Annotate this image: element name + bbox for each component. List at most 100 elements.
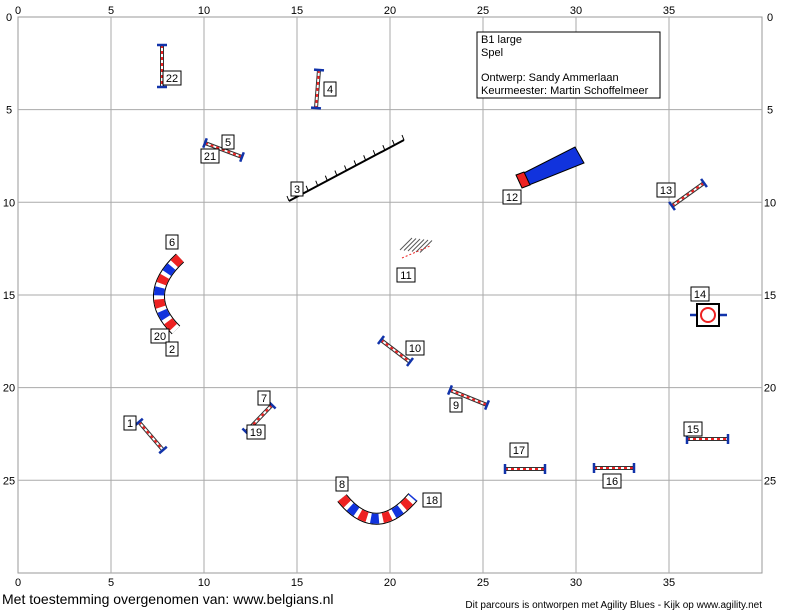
info-judge: Keurmeester: Martin Schoffelmeer bbox=[481, 85, 649, 97]
x-tick-label-bottom: 0 bbox=[15, 577, 21, 589]
info-design: Ontwerp: Sandy Ammerlaan bbox=[481, 72, 619, 84]
obstacle-label: 18 bbox=[426, 495, 438, 507]
dog-walk-slat bbox=[305, 185, 309, 192]
dog-walk-slat bbox=[286, 195, 290, 202]
label-box bbox=[396, 267, 416, 283]
weave-pole bbox=[415, 239, 429, 253]
label-box bbox=[335, 476, 349, 492]
curved-tunnel bbox=[154, 254, 184, 334]
x-tick-label-top: 35 bbox=[663, 5, 675, 17]
jump-wing bbox=[405, 357, 415, 367]
table-circle bbox=[700, 307, 716, 323]
obstacle-label: 14 bbox=[694, 289, 706, 301]
x-tick-label-bottom: 25 bbox=[477, 577, 489, 589]
info-class: B1 large bbox=[481, 34, 522, 46]
obstacle-label: 21 bbox=[204, 151, 216, 163]
jump-wing bbox=[700, 178, 708, 188]
label-box bbox=[449, 397, 463, 413]
jump-wing bbox=[313, 68, 325, 72]
obstacle-label: 5 bbox=[225, 137, 231, 149]
weave-pole bbox=[403, 238, 417, 251]
label-box bbox=[502, 189, 522, 205]
dog-walk-slat bbox=[315, 180, 319, 186]
obstacle-label: 19 bbox=[250, 427, 262, 439]
y-tick-label-left: 5 bbox=[6, 105, 12, 117]
weave-pole bbox=[399, 237, 413, 251]
obstacle-label: 9 bbox=[453, 400, 459, 412]
label-box bbox=[150, 328, 170, 344]
dog-walk-slat bbox=[382, 144, 386, 151]
obstacle-label: 2 bbox=[169, 344, 175, 356]
weave-pole bbox=[407, 238, 421, 252]
obstacle-label: 20 bbox=[154, 331, 166, 343]
label-box bbox=[323, 81, 337, 97]
x-tick-label-top: 0 bbox=[15, 5, 21, 17]
y-tick-label-left: 0 bbox=[6, 12, 12, 24]
weave-pole bbox=[419, 240, 433, 253]
label-box bbox=[221, 134, 235, 150]
dog-walk-slat bbox=[391, 139, 395, 146]
x-tick-label-bottom: 20 bbox=[384, 577, 396, 589]
label-box bbox=[290, 181, 304, 197]
info-type: Spel bbox=[481, 47, 503, 59]
label-box bbox=[257, 390, 271, 406]
x-tick-label-top: 10 bbox=[198, 5, 210, 17]
y-tick-label-left: 15 bbox=[3, 290, 15, 302]
obstacle-label: 22 bbox=[166, 73, 178, 85]
x-tick-label-bottom: 10 bbox=[198, 577, 210, 589]
label-box bbox=[656, 182, 676, 198]
x-tick-label-bottom: 30 bbox=[570, 577, 582, 589]
obstacle-label: 10 bbox=[409, 343, 421, 355]
curved-tunnel bbox=[338, 493, 417, 524]
label-box bbox=[123, 415, 137, 431]
jump-wing bbox=[376, 335, 386, 345]
label-box bbox=[200, 148, 220, 164]
dog-walk-slat bbox=[372, 150, 376, 156]
weave-pole bbox=[411, 239, 425, 252]
y-tick-label-right: 5 bbox=[767, 105, 773, 117]
jump-pole bbox=[138, 421, 164, 451]
obstacle-label: 7 bbox=[261, 393, 267, 405]
dog-walk-slat bbox=[401, 134, 405, 141]
y-tick-label-right: 15 bbox=[764, 290, 776, 302]
curved-tunnel bbox=[338, 493, 417, 524]
x-tick-label-bottom: 35 bbox=[663, 577, 675, 589]
obstacle-label: 4 bbox=[327, 84, 333, 96]
label-box bbox=[165, 341, 179, 357]
y-tick-label-left: 25 bbox=[3, 475, 15, 487]
x-tick-label-top: 5 bbox=[108, 5, 114, 17]
jump-wing bbox=[158, 445, 168, 455]
label-box bbox=[690, 286, 710, 302]
obstacle-label: 6 bbox=[169, 237, 175, 249]
dog-walk-slat bbox=[344, 165, 347, 171]
obstacle-label: 11 bbox=[400, 270, 411, 282]
jump-wing bbox=[668, 201, 676, 211]
y-tick-label-right: 25 bbox=[764, 475, 776, 487]
obstacle-label: 13 bbox=[660, 185, 672, 197]
label-box bbox=[683, 421, 703, 437]
label-box bbox=[509, 442, 529, 458]
jump-pole bbox=[671, 182, 705, 207]
x-tick-label-top: 20 bbox=[384, 5, 396, 17]
y-tick-label-right: 10 bbox=[764, 197, 776, 209]
obstacle-label: 1 bbox=[127, 418, 133, 430]
dog-walk-slat bbox=[363, 155, 367, 161]
label-box bbox=[165, 234, 179, 250]
dog-walk-slat bbox=[334, 170, 338, 176]
x-tick-label-bottom: 15 bbox=[291, 577, 303, 589]
obstacle-label: 12 bbox=[506, 192, 518, 204]
obstacle-label: 16 bbox=[606, 476, 618, 488]
jump-wing bbox=[310, 106, 322, 110]
obstacle-label: 8 bbox=[339, 479, 345, 491]
label-box bbox=[422, 492, 442, 508]
label-box bbox=[602, 473, 622, 489]
dog-walk-slat bbox=[353, 160, 357, 166]
jump-pole bbox=[449, 389, 488, 406]
curved-tunnel bbox=[154, 254, 184, 334]
obstacles bbox=[134, 43, 730, 525]
tunnel-end bbox=[515, 171, 531, 189]
label-box bbox=[162, 70, 182, 86]
jump-wing bbox=[483, 399, 491, 411]
